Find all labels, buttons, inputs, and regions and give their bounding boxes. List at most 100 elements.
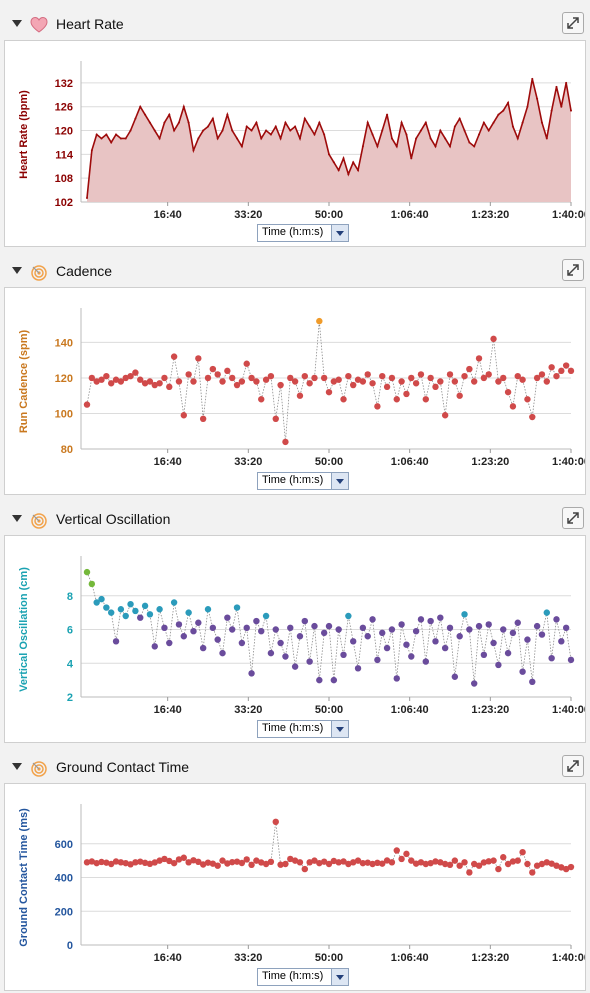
data-point <box>122 612 129 620</box>
data-point <box>398 855 405 863</box>
data-point <box>308 125 311 128</box>
data-point <box>108 860 115 868</box>
data-point <box>129 129 132 132</box>
collapse-triangle-icon[interactable] <box>12 267 22 274</box>
data-point <box>432 383 439 391</box>
data-point <box>224 367 231 375</box>
data-point <box>253 378 260 385</box>
expand-button[interactable] <box>562 12 584 34</box>
x-axis-unit-label: Time (h:m:s) <box>262 722 324 734</box>
dropdown-arrow-icon[interactable] <box>331 969 348 985</box>
data-point <box>359 624 367 632</box>
data-point <box>562 362 570 369</box>
dropdown-arrow-icon[interactable] <box>331 225 348 241</box>
data-point <box>558 864 565 871</box>
data-point <box>340 651 347 659</box>
data-point <box>296 859 304 866</box>
data-point <box>185 859 192 866</box>
running-icon <box>30 511 48 529</box>
data-point <box>182 105 185 108</box>
data-point <box>410 157 413 160</box>
data-point <box>83 401 91 408</box>
data-point <box>354 376 362 383</box>
data-point <box>412 627 420 635</box>
y-tick-label: 0 <box>67 940 73 952</box>
data-point <box>267 372 275 380</box>
data-point <box>538 371 546 378</box>
data-point <box>529 678 536 686</box>
data-point <box>243 856 250 863</box>
data-point <box>103 859 110 866</box>
data-point <box>543 378 550 385</box>
data-point <box>485 371 492 378</box>
data-point <box>320 374 328 382</box>
data-point <box>359 378 367 385</box>
data-point <box>538 860 546 868</box>
data-point <box>219 857 226 864</box>
data-point <box>441 644 449 652</box>
data-point <box>417 371 425 378</box>
data-point <box>441 860 449 868</box>
data-point <box>122 859 129 867</box>
data-point <box>463 129 466 132</box>
data-point <box>386 113 389 116</box>
data-point <box>451 378 459 385</box>
data-point <box>211 117 214 120</box>
data-point <box>388 626 396 633</box>
data-point <box>487 129 490 132</box>
data-point <box>86 197 88 200</box>
data-point <box>170 353 178 360</box>
expand-button[interactable] <box>562 259 584 281</box>
expand-icon <box>567 17 579 29</box>
data-point <box>282 653 289 660</box>
data-point <box>185 609 192 616</box>
data-point <box>383 383 391 391</box>
expand-button[interactable] <box>562 755 584 777</box>
data-point <box>461 372 468 380</box>
data-point <box>514 619 521 626</box>
data-point <box>153 129 156 132</box>
data-point <box>366 121 369 124</box>
data-point <box>456 633 463 640</box>
dropdown-arrow-icon[interactable] <box>331 721 348 737</box>
dropdown-arrow-icon[interactable] <box>331 473 348 489</box>
data-point <box>265 129 268 132</box>
data-point <box>388 374 396 382</box>
data-point <box>453 125 456 128</box>
panel-header: Vertical Oscillation <box>0 500 590 535</box>
x-axis-unit-select[interactable]: Time (h:m:s) <box>257 720 349 738</box>
data-point <box>364 859 371 866</box>
x-axis-unit-select[interactable]: Time (h:m:s) <box>257 224 349 242</box>
collapse-triangle-icon[interactable] <box>12 20 22 27</box>
data-point <box>340 396 347 403</box>
data-point <box>478 133 481 136</box>
expand-button[interactable] <box>562 507 584 529</box>
data-point <box>93 378 100 385</box>
data-point <box>180 412 187 419</box>
data-point <box>475 862 483 869</box>
data-point <box>151 859 158 866</box>
data-point <box>403 390 410 398</box>
data-point <box>374 403 381 410</box>
data-point <box>245 125 248 128</box>
x-axis-unit-select[interactable]: Time (h:m:s) <box>257 968 349 986</box>
collapse-triangle-icon[interactable] <box>12 515 22 522</box>
data-point <box>395 145 398 148</box>
collapse-triangle-icon[interactable] <box>12 763 22 770</box>
data-point <box>449 145 451 148</box>
data-point <box>127 372 134 380</box>
data-point <box>166 857 173 865</box>
x-axis-unit-select[interactable]: Time (h:m:s) <box>257 472 349 490</box>
y-tick-label: 100 <box>55 408 73 420</box>
x-tick-label: 1:23:20 <box>471 209 509 220</box>
x-axis-unit-label: Time (h:m:s) <box>262 970 324 982</box>
data-point <box>340 858 347 865</box>
data-point <box>229 374 236 382</box>
data-point <box>100 137 103 140</box>
data-point <box>548 654 555 662</box>
data-point <box>451 673 459 680</box>
data-point <box>335 376 342 383</box>
data-point <box>444 137 447 140</box>
data-point <box>284 121 287 124</box>
data-point <box>345 860 352 868</box>
